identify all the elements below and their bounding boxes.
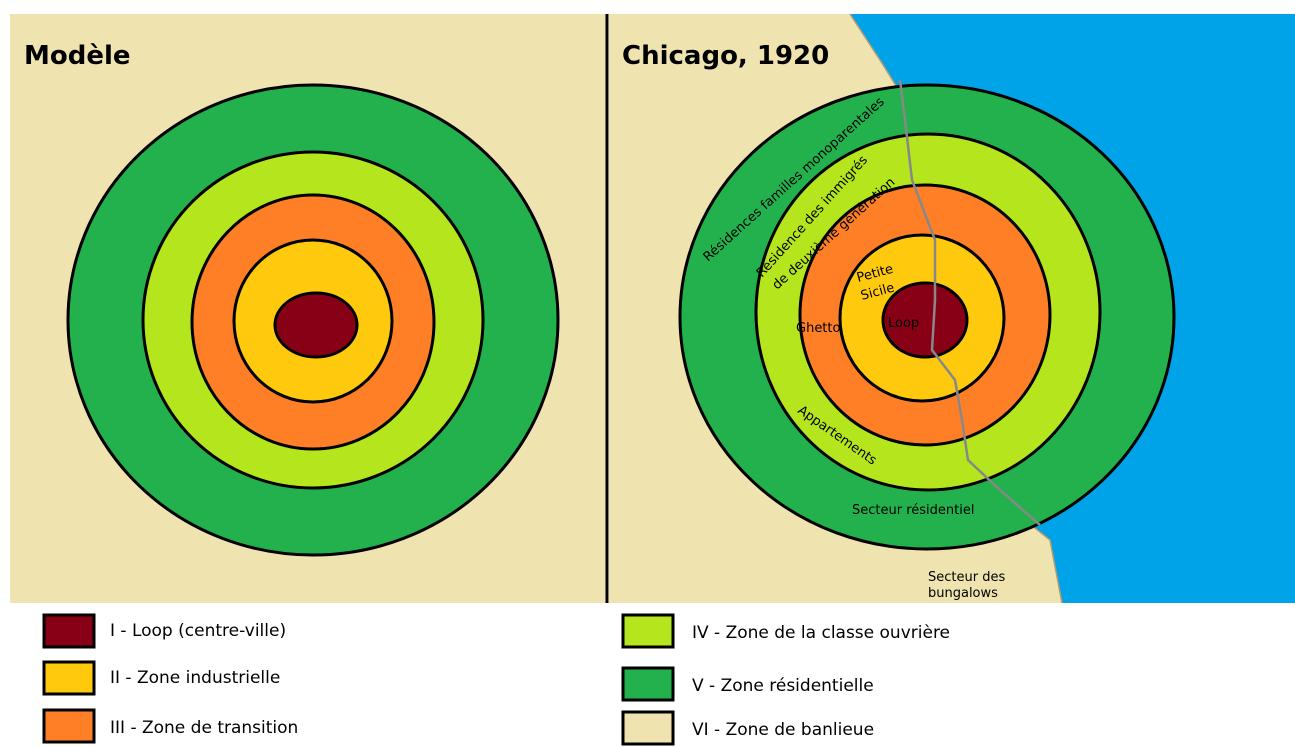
river <box>898 79 1041 526</box>
panel-title: Chicago, 1920 <box>622 41 829 71</box>
zone-i <box>881 281 969 359</box>
panel-title: Modèle <box>24 41 131 71</box>
legend-label: VI - Zone de banlieue <box>692 720 874 740</box>
legend-swatch <box>621 613 675 649</box>
zone-i <box>273 291 359 359</box>
legend-swatch <box>42 660 96 696</box>
zone-label: Loop <box>888 316 919 331</box>
zone-label: bungalows <box>928 586 998 601</box>
legend-label: III - Zone de transition <box>110 718 298 738</box>
legend-swatch <box>42 613 96 649</box>
legend-swatch <box>621 710 675 746</box>
legend-label: II - Zone industrielle <box>110 668 280 688</box>
legend-swatch <box>621 666 675 702</box>
legend-swatch <box>42 708 96 744</box>
legend-label: IV - Zone de la classe ouvrière <box>692 623 950 643</box>
legend-label: V - Zone résidentielle <box>692 676 874 696</box>
zone-label: Secteur des <box>928 570 1005 585</box>
legend-label: I - Loop (centre-ville) <box>110 621 286 641</box>
zone-label: Ghetto <box>796 321 841 336</box>
zone-label: Secteur résidentiel <box>852 503 974 518</box>
